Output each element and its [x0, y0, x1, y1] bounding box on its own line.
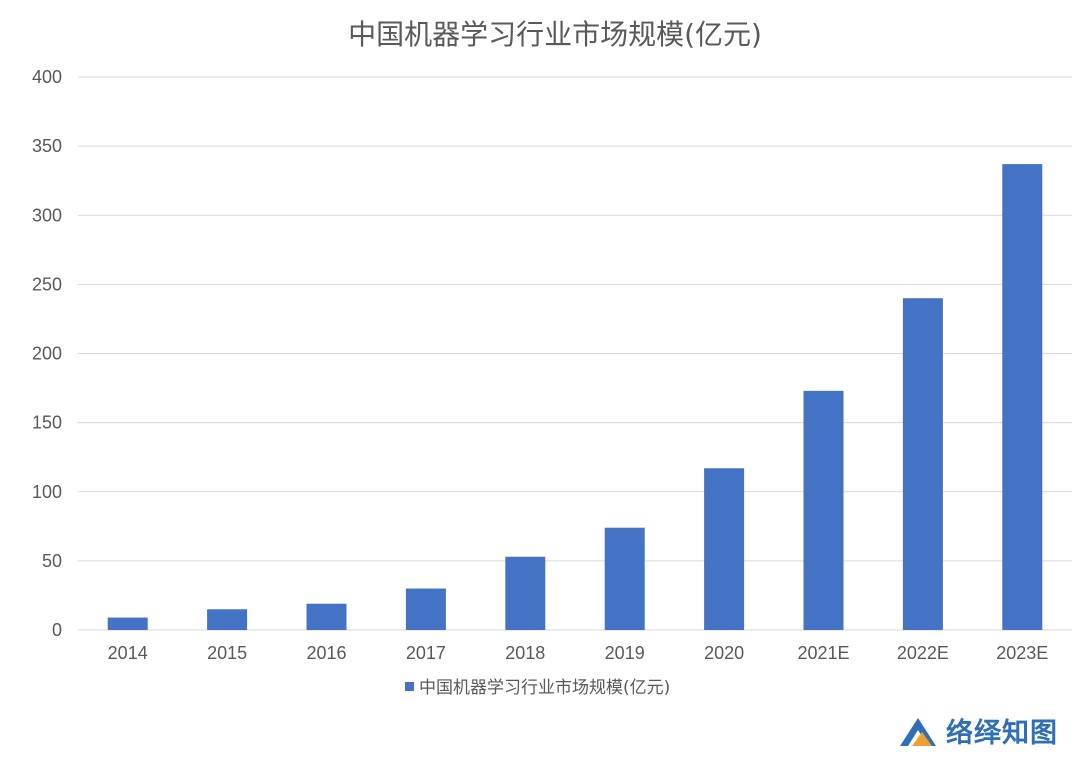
- mountain-logo-icon: [900, 718, 936, 746]
- bar: [704, 468, 745, 630]
- legend-swatch: [405, 682, 414, 691]
- gridlines: [78, 76, 1072, 631]
- y-tick-label: 300: [32, 205, 62, 225]
- y-tick-label: 400: [32, 67, 62, 87]
- x-tick-label: 2019: [605, 643, 645, 663]
- y-axis-ticks: 0 50 100 150 200 250 300 350 400: [32, 67, 62, 640]
- x-axis-ticks: 2014 2015 2016 2017 2018 2019 2020 2021E 2022E 20…: [108, 643, 1049, 663]
- x-tick-label: 2021E: [797, 643, 849, 663]
- x-tick-label: 2014: [108, 643, 148, 663]
- bars: [107, 164, 1043, 630]
- bar: [405, 588, 446, 630]
- bar: [1002, 164, 1043, 630]
- x-tick-label: 2020: [704, 643, 744, 663]
- x-tick-label: 2016: [306, 643, 346, 663]
- y-tick-label: 0: [52, 620, 62, 640]
- watermark: 络绎知图: [898, 708, 1058, 752]
- bar: [604, 527, 645, 630]
- y-tick-label: 100: [32, 482, 62, 502]
- bar: [902, 298, 943, 630]
- y-tick-label: 200: [32, 344, 62, 364]
- y-tick-label: 350: [32, 136, 62, 156]
- x-tick-label: 2018: [505, 643, 545, 663]
- y-tick-label: 150: [32, 413, 62, 433]
- x-tick-label: 2023E: [996, 643, 1048, 663]
- y-tick-label: 50: [42, 551, 62, 571]
- bar: [207, 609, 248, 630]
- bar: [107, 617, 148, 630]
- bar: [505, 556, 546, 630]
- x-tick-label: 2017: [406, 643, 446, 663]
- y-tick-label: 250: [32, 274, 62, 294]
- watermark-text: 络绎知图: [946, 717, 1058, 749]
- legend: 中国机器学习行业市场规模(亿元): [405, 678, 670, 698]
- bar: [803, 390, 844, 630]
- chart-title: 中国机器学习行业市场规模(亿元): [348, 18, 762, 51]
- legend-label: 中国机器学习行业市场规模(亿元): [419, 678, 670, 698]
- x-tick-label: 2015: [207, 643, 247, 663]
- x-tick-label: 2022E: [897, 643, 949, 663]
- bar: [306, 603, 347, 630]
